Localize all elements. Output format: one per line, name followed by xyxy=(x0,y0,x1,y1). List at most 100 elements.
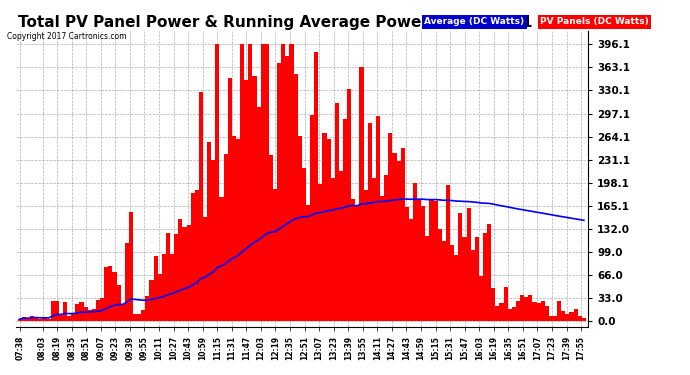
Bar xyxy=(199,92,203,321)
Bar xyxy=(92,309,96,321)
Bar xyxy=(293,74,297,321)
Bar xyxy=(318,184,322,321)
Bar xyxy=(236,139,240,321)
Bar xyxy=(282,44,286,321)
Bar xyxy=(240,44,244,321)
Bar xyxy=(450,245,454,321)
Text: Average (DC Watts): Average (DC Watts) xyxy=(424,17,524,26)
Bar xyxy=(42,318,46,321)
Bar xyxy=(351,200,355,321)
Bar xyxy=(537,303,541,321)
Bar xyxy=(413,183,417,321)
Bar xyxy=(257,107,261,321)
Bar xyxy=(483,232,487,321)
Bar xyxy=(306,205,310,321)
Bar xyxy=(18,319,22,321)
Bar xyxy=(232,136,236,321)
Bar xyxy=(322,133,326,321)
Bar xyxy=(372,178,376,321)
Bar xyxy=(454,255,458,321)
Bar xyxy=(500,303,504,321)
Title: Total PV Panel Power & Running Average Power Wed Oct 11 17:58: Total PV Panel Power & Running Average P… xyxy=(18,15,586,30)
Bar xyxy=(71,313,75,321)
Bar xyxy=(50,301,55,321)
Bar xyxy=(182,226,186,321)
Bar xyxy=(244,80,248,321)
Bar xyxy=(393,153,397,321)
Bar xyxy=(190,193,195,321)
Bar xyxy=(290,44,293,321)
Bar xyxy=(59,314,63,321)
Bar xyxy=(471,250,475,321)
Bar xyxy=(433,201,437,321)
Bar xyxy=(380,196,384,321)
Bar xyxy=(112,272,117,321)
Text: PV Panels (DC Watts): PV Panels (DC Watts) xyxy=(540,17,649,26)
Bar xyxy=(520,294,524,321)
Bar xyxy=(186,225,190,321)
Bar xyxy=(104,267,108,321)
Bar xyxy=(376,117,380,321)
Bar xyxy=(388,133,393,321)
Bar xyxy=(458,213,462,321)
Bar xyxy=(491,288,495,321)
Bar xyxy=(508,309,512,321)
Bar xyxy=(79,303,83,321)
Bar xyxy=(347,89,351,321)
Bar xyxy=(421,206,425,321)
Bar xyxy=(203,217,207,321)
Bar xyxy=(55,301,59,321)
Bar xyxy=(178,219,182,321)
Bar xyxy=(384,174,388,321)
Bar xyxy=(446,186,450,321)
Bar xyxy=(524,297,529,321)
Bar xyxy=(512,307,516,321)
Bar xyxy=(108,266,112,321)
Bar xyxy=(219,197,224,321)
Bar xyxy=(269,155,273,321)
Bar xyxy=(409,219,413,321)
Bar xyxy=(96,300,100,321)
Bar xyxy=(557,302,561,321)
Bar xyxy=(162,254,166,321)
Bar xyxy=(195,190,199,321)
Bar xyxy=(248,44,253,321)
Bar xyxy=(326,139,331,321)
Bar xyxy=(343,119,347,321)
Bar xyxy=(302,168,306,321)
Bar xyxy=(253,76,257,321)
Bar xyxy=(582,318,586,321)
Bar xyxy=(211,160,215,321)
Bar xyxy=(273,189,277,321)
Bar xyxy=(297,136,302,321)
Bar xyxy=(541,302,545,321)
Bar xyxy=(286,56,290,321)
Bar xyxy=(553,316,557,321)
Bar xyxy=(569,312,573,321)
Bar xyxy=(265,44,269,321)
Bar xyxy=(533,302,537,321)
Bar xyxy=(475,237,479,321)
Bar xyxy=(565,314,569,321)
Bar xyxy=(100,298,104,321)
Bar xyxy=(397,161,401,321)
Bar xyxy=(405,207,409,321)
Bar xyxy=(578,316,582,321)
Bar xyxy=(133,314,137,321)
Bar xyxy=(355,206,359,321)
Bar xyxy=(545,306,549,321)
Bar xyxy=(359,67,364,321)
Bar xyxy=(277,63,282,321)
Bar xyxy=(22,317,26,321)
Bar xyxy=(516,301,520,321)
Bar xyxy=(442,241,446,321)
Bar xyxy=(63,302,67,321)
Bar xyxy=(39,319,42,321)
Bar xyxy=(150,280,154,321)
Bar xyxy=(314,53,318,321)
Bar xyxy=(46,319,50,321)
Bar xyxy=(425,236,429,321)
Bar xyxy=(228,78,232,321)
Bar xyxy=(67,316,71,321)
Bar xyxy=(170,254,174,321)
